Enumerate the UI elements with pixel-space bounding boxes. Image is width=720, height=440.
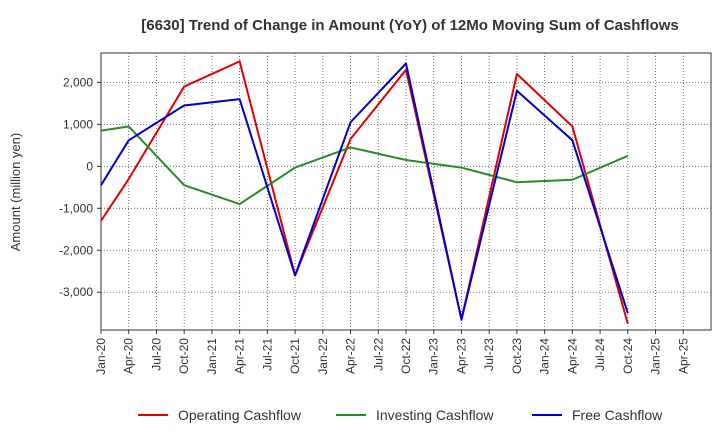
x-tick-label: Jul-23 bbox=[482, 338, 496, 371]
legend-label: Investing Cashflow bbox=[376, 407, 494, 423]
grid bbox=[101, 53, 711, 330]
y-ticks: 2,000 1,000 0 -1,000 -2,000 -3,000 bbox=[59, 75, 101, 299]
x-tick-label: Oct-20 bbox=[177, 338, 191, 374]
x-tick-label: Apr-24 bbox=[565, 338, 579, 374]
x-tick-label: Apr-25 bbox=[676, 338, 690, 374]
x-tick-label: Jul-20 bbox=[149, 338, 163, 371]
x-tick-label: Oct-23 bbox=[510, 338, 524, 374]
y-tick-label: -2,000 bbox=[59, 243, 93, 257]
x-tick-label: Apr-20 bbox=[122, 338, 136, 374]
x-tick-label: Jul-22 bbox=[371, 338, 385, 371]
y-tick-label: -3,000 bbox=[59, 285, 93, 299]
legend: Operating Cashflow Investing Cashflow Free… bbox=[138, 407, 663, 423]
x-tick-label: Oct-22 bbox=[399, 338, 413, 374]
x-tick-label: Oct-24 bbox=[621, 338, 635, 374]
x-tick-label: Apr-22 bbox=[344, 338, 358, 374]
x-tick-label: Apr-21 bbox=[233, 338, 247, 374]
series-line-free-cashflow bbox=[100, 62, 629, 321]
x-tick-label: Apr-23 bbox=[454, 338, 468, 374]
chart-title: [6630] Trend of Change in Amount (YoY) o… bbox=[141, 17, 679, 34]
x-tick-label: Jan-24 bbox=[538, 338, 552, 375]
x-tick-label: Jan-23 bbox=[427, 338, 441, 375]
y-tick-label: 1,000 bbox=[63, 117, 93, 131]
x-tick-label: Oct-21 bbox=[288, 338, 302, 374]
legend-label: Free Cashflow bbox=[572, 407, 663, 423]
x-tick-label: Jan-21 bbox=[205, 338, 219, 375]
y-tick-label: 0 bbox=[86, 159, 93, 173]
x-tick-label: Jul-21 bbox=[260, 338, 274, 371]
x-tick-label: Jan-25 bbox=[649, 338, 663, 375]
y-tick-label: 2,000 bbox=[63, 75, 93, 89]
x-ticks: Jan-20 Apr-20 Jul-20 Oct-20 Jan-21 Apr-21 Jul-… bbox=[94, 330, 690, 375]
series-line-investing-cashflow bbox=[100, 125, 629, 206]
legend-label: Operating Cashflow bbox=[178, 407, 302, 423]
x-tick-label: Jan-22 bbox=[316, 338, 330, 375]
y-tick-label: -1,000 bbox=[59, 201, 93, 215]
x-tick-label: Jan-20 bbox=[94, 338, 108, 375]
y-axis-label: Amount (million yen) bbox=[8, 133, 23, 252]
x-tick-label: Jul-24 bbox=[593, 338, 607, 371]
series-lines bbox=[100, 60, 629, 324]
